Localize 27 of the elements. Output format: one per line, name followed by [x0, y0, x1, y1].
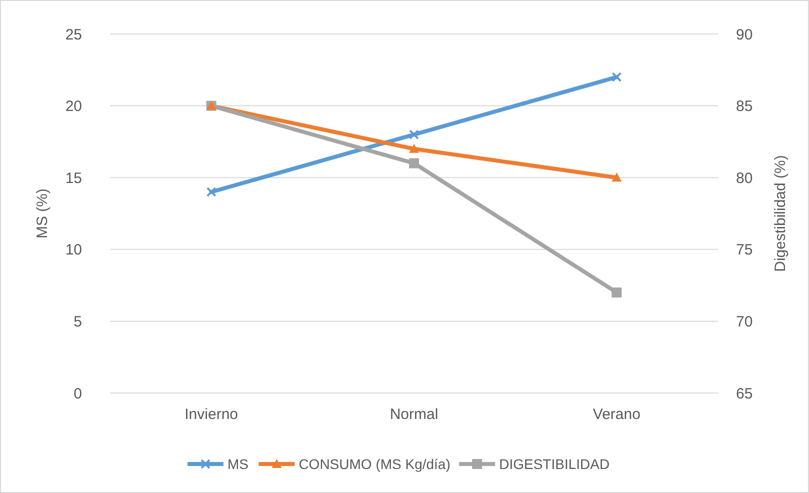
point	[612, 287, 622, 298]
point	[409, 130, 419, 140]
legend-label: MS	[228, 456, 248, 472]
point	[206, 186, 216, 197]
legend-label: DIGESTIBILIDAD	[499, 456, 610, 472]
x-tick-label: Verano	[592, 406, 640, 423]
y-tick-label: 10	[65, 242, 82, 259]
y-tick-label: 0	[74, 385, 82, 402]
y2-tick-label: 70	[736, 313, 753, 330]
y2-tick-label: 85	[736, 98, 753, 116]
y-tick-label: 15	[65, 170, 82, 187]
y-tick-label: 20	[65, 98, 82, 116]
y2-tick-label: 65	[736, 385, 753, 402]
point	[612, 172, 622, 182]
x-tick-label: Invierno	[184, 406, 238, 423]
y-axis-title: MS (%)	[34, 188, 51, 238]
y-tick-label: 25	[65, 26, 82, 44]
y2-axis-title: Digestibilidad (%)	[772, 155, 789, 272]
y-tick-label: 5	[74, 313, 82, 330]
y2-tick-label: 75	[736, 242, 753, 259]
point	[409, 158, 419, 168]
point	[612, 72, 622, 82]
y2-tick-label: 80	[736, 170, 753, 187]
x-tick-label: Normal	[390, 406, 438, 423]
y2-tick-label: 90	[736, 26, 753, 44]
legend-label: CONSUMO (MS Kg/día)	[298, 456, 450, 472]
point	[409, 144, 419, 153]
